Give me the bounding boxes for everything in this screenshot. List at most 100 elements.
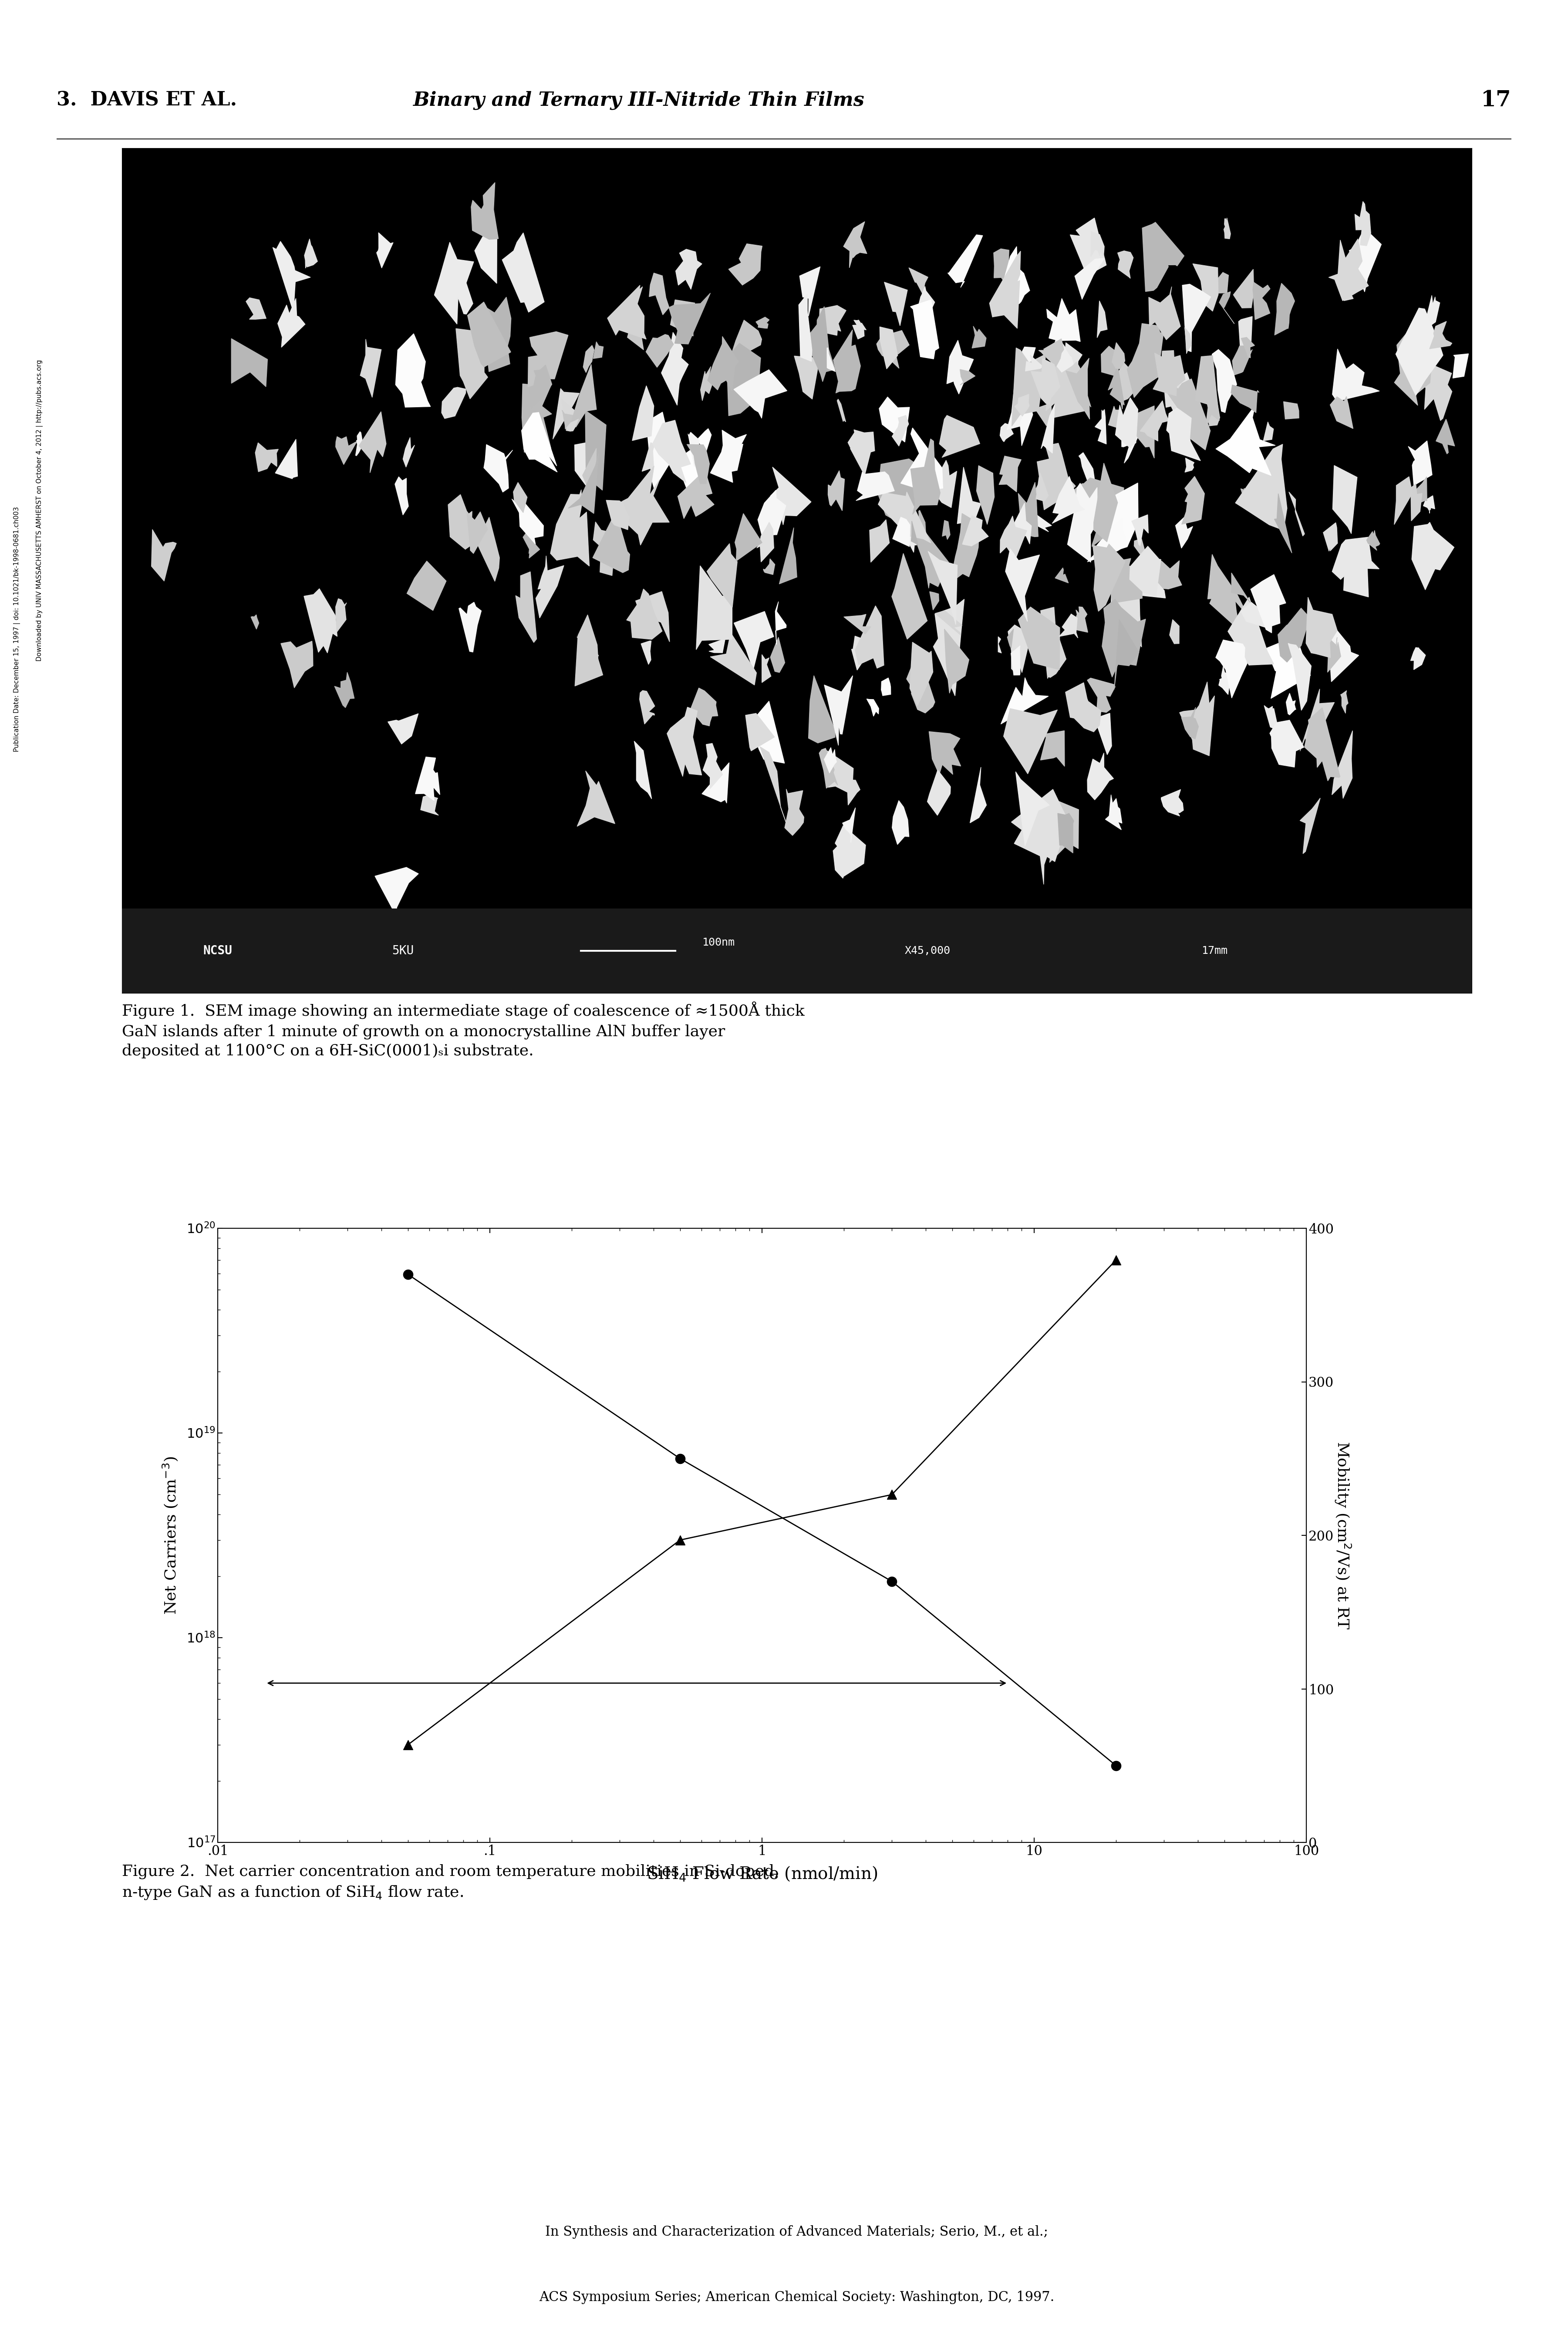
Polygon shape xyxy=(1069,219,1107,275)
Polygon shape xyxy=(475,230,497,285)
Polygon shape xyxy=(640,691,655,724)
Polygon shape xyxy=(833,826,866,877)
Polygon shape xyxy=(1333,536,1380,597)
Polygon shape xyxy=(1328,637,1341,673)
Polygon shape xyxy=(762,654,771,682)
Polygon shape xyxy=(972,327,986,348)
Polygon shape xyxy=(467,513,488,553)
Y-axis label: Net Carriers (cm$^{-3}$): Net Carriers (cm$^{-3}$) xyxy=(162,1456,179,1613)
Polygon shape xyxy=(756,318,770,329)
Polygon shape xyxy=(671,299,695,336)
Polygon shape xyxy=(1065,682,1101,731)
Polygon shape xyxy=(442,388,466,419)
Polygon shape xyxy=(999,637,1002,654)
Polygon shape xyxy=(670,294,710,343)
Polygon shape xyxy=(906,661,935,713)
Polygon shape xyxy=(947,341,974,395)
Bar xyxy=(122,908,1472,993)
Polygon shape xyxy=(677,461,713,520)
Polygon shape xyxy=(702,762,729,802)
Polygon shape xyxy=(1094,463,1118,541)
Polygon shape xyxy=(1212,350,1237,412)
Polygon shape xyxy=(406,562,447,612)
Polygon shape xyxy=(1348,228,1381,292)
Polygon shape xyxy=(798,294,812,362)
Polygon shape xyxy=(892,517,909,546)
Polygon shape xyxy=(662,332,688,405)
Polygon shape xyxy=(881,677,891,696)
Polygon shape xyxy=(734,369,787,419)
Polygon shape xyxy=(1300,689,1334,750)
Polygon shape xyxy=(1036,442,1076,510)
Polygon shape xyxy=(1289,492,1305,536)
Polygon shape xyxy=(1041,731,1065,767)
Polygon shape xyxy=(933,600,964,696)
Polygon shape xyxy=(779,527,797,583)
Polygon shape xyxy=(1102,600,1146,677)
Polygon shape xyxy=(729,245,762,285)
Polygon shape xyxy=(387,713,419,743)
Polygon shape xyxy=(395,334,431,407)
Polygon shape xyxy=(1236,445,1287,529)
Polygon shape xyxy=(1242,336,1254,358)
Polygon shape xyxy=(524,529,539,557)
Polygon shape xyxy=(710,430,746,482)
Polygon shape xyxy=(1000,423,1013,442)
Polygon shape xyxy=(278,299,306,348)
Polygon shape xyxy=(999,456,1021,492)
Polygon shape xyxy=(593,341,604,358)
Polygon shape xyxy=(892,800,909,844)
Polygon shape xyxy=(1091,515,1105,546)
Polygon shape xyxy=(483,296,511,372)
Polygon shape xyxy=(1193,263,1218,310)
Polygon shape xyxy=(1287,642,1311,710)
Polygon shape xyxy=(1217,273,1228,294)
Polygon shape xyxy=(1182,285,1210,353)
Polygon shape xyxy=(1240,489,1251,508)
Polygon shape xyxy=(770,637,786,673)
Polygon shape xyxy=(1098,301,1107,339)
Polygon shape xyxy=(1234,268,1254,308)
Polygon shape xyxy=(652,421,690,482)
Polygon shape xyxy=(800,266,820,315)
Polygon shape xyxy=(1251,574,1286,633)
Polygon shape xyxy=(1163,362,1196,426)
Polygon shape xyxy=(646,412,674,489)
Polygon shape xyxy=(944,628,969,694)
Polygon shape xyxy=(1115,619,1138,689)
Polygon shape xyxy=(1253,282,1270,320)
Polygon shape xyxy=(152,529,177,581)
Polygon shape xyxy=(550,489,590,567)
Polygon shape xyxy=(935,612,963,635)
Polygon shape xyxy=(1300,797,1320,854)
Polygon shape xyxy=(1430,322,1452,348)
Polygon shape xyxy=(880,397,909,442)
Polygon shape xyxy=(977,466,994,524)
Polygon shape xyxy=(574,442,594,487)
Polygon shape xyxy=(1411,647,1425,670)
Polygon shape xyxy=(1132,515,1148,546)
Text: 17mm: 17mm xyxy=(1201,946,1228,955)
Polygon shape xyxy=(593,510,630,574)
Polygon shape xyxy=(1264,706,1276,729)
Polygon shape xyxy=(276,440,298,480)
Polygon shape xyxy=(1140,400,1168,442)
Polygon shape xyxy=(530,365,552,407)
Polygon shape xyxy=(1005,548,1040,621)
Polygon shape xyxy=(909,510,925,550)
Polygon shape xyxy=(1182,477,1204,524)
Polygon shape xyxy=(666,708,702,776)
Polygon shape xyxy=(1413,477,1427,506)
Polygon shape xyxy=(757,489,786,536)
Polygon shape xyxy=(1008,626,1029,673)
Polygon shape xyxy=(1323,522,1338,550)
Polygon shape xyxy=(1333,348,1380,402)
Polygon shape xyxy=(795,355,820,400)
Polygon shape xyxy=(825,675,853,746)
Polygon shape xyxy=(911,517,949,588)
Polygon shape xyxy=(459,602,481,652)
Polygon shape xyxy=(627,588,662,640)
Polygon shape xyxy=(646,334,674,367)
Polygon shape xyxy=(1030,358,1060,405)
Polygon shape xyxy=(1014,395,1029,416)
